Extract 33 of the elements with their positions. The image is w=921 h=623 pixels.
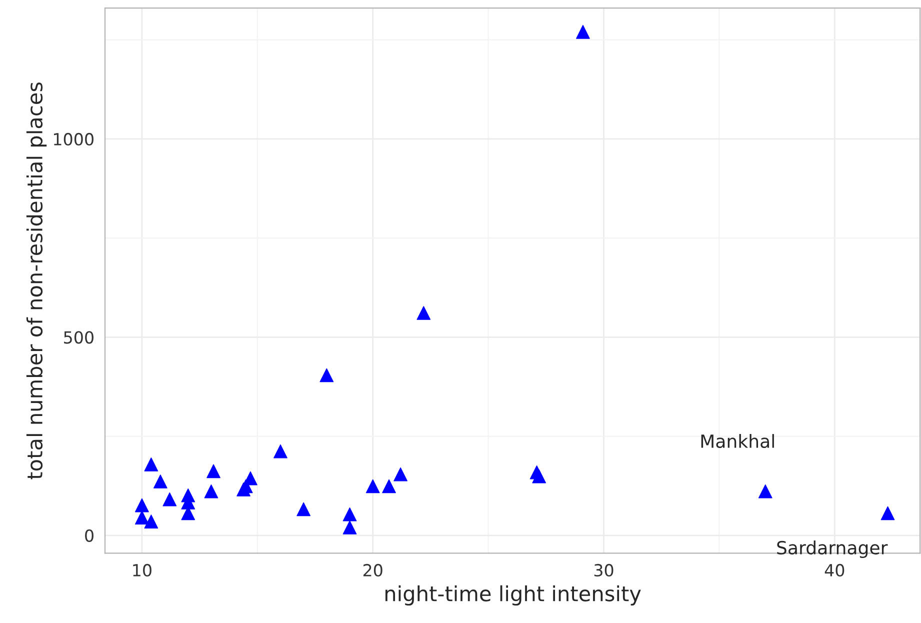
point (204, 484, 218, 498)
point (144, 514, 158, 528)
x-tick-label: 10 (133, 564, 152, 577)
point (296, 502, 311, 516)
point (532, 469, 546, 484)
x-tick-label: 40 (824, 564, 844, 577)
point (135, 510, 149, 524)
point (135, 498, 149, 512)
point (880, 506, 895, 520)
point (416, 306, 431, 320)
point (382, 479, 396, 494)
x-tick-label: 20 (363, 564, 382, 577)
point (576, 24, 590, 39)
point (758, 484, 772, 498)
y-tick-label: 0 (85, 529, 94, 542)
point (342, 520, 357, 534)
point (320, 368, 334, 382)
x-axis-title: night-time light intensity (385, 585, 641, 606)
point (144, 457, 158, 472)
point (274, 444, 288, 458)
y-tick-label: 500 (64, 331, 94, 344)
annotation: Mankhal (701, 434, 774, 448)
point (342, 507, 357, 522)
point (394, 467, 408, 482)
point (153, 474, 168, 488)
annotation: Sardarnager (777, 540, 888, 558)
point (366, 479, 380, 494)
point (206, 464, 220, 478)
point (162, 492, 177, 506)
y-axis-title: total number of non-residential places (26, 82, 47, 480)
y-tick-label: 1000 (54, 132, 94, 146)
point (181, 488, 196, 502)
x-tick-label: 30 (594, 564, 614, 577)
